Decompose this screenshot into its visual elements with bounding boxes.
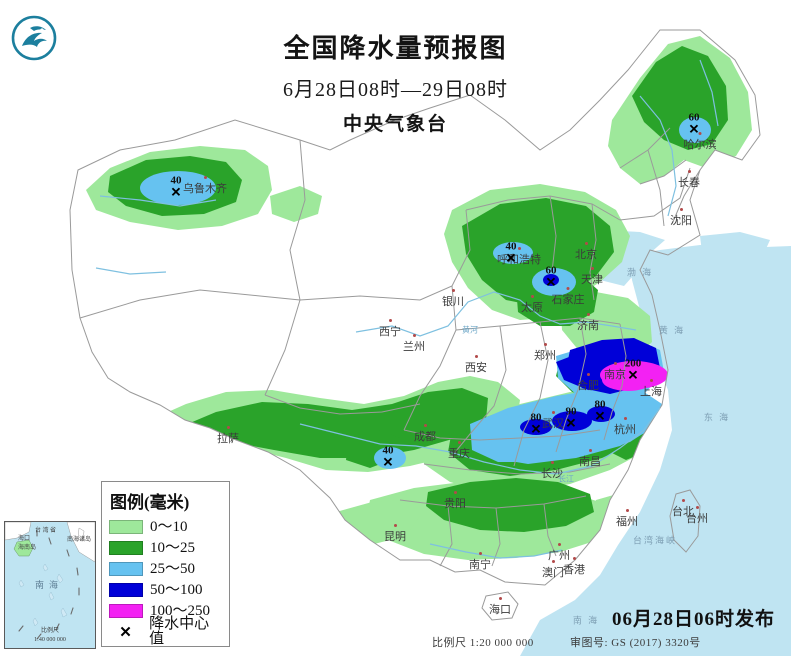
legend-row-0: 0～10 [109,517,222,537]
inset-label-nanhai: 南海 [35,580,64,590]
city-label: 武汉 [542,411,564,431]
legend-label-4: 100～250 [150,602,211,619]
legend-box: 图例(毫米) 0～10 10～25 25～50 50～100 100～250 ✕ 降水中… [101,481,230,647]
city-label: 台州 [686,506,708,526]
city-label: 沈阳 [670,208,692,228]
legend-row-4: 100～250 [109,601,222,621]
city-label: 福州 [616,509,638,529]
city-label: 澳门 [542,560,564,580]
legend-swatch-4 [109,604,143,618]
city-label: 西安 [465,355,487,375]
sea-label: 台湾海峡 [632,535,678,546]
legend-swatch-1 [109,541,143,555]
legend-title: 图例(毫米) [110,493,190,512]
city-label: 济南 [577,313,599,333]
sea-label: 黄 海 [658,325,686,336]
legend-label-3: 50～100 [150,581,203,598]
city-label: 呼和浩特 [497,247,541,267]
city-label: 上海 [640,379,662,399]
city-label: 拉萨 [217,426,239,446]
legend-label-2: 25～50 [150,560,196,577]
legend-row-center-marker: ✕ 降水中心值 [109,617,222,647]
inset-label-hainan: 海南岛 [18,545,37,551]
city-label: 昆明 [384,524,406,544]
city-label: 广州 [548,543,570,563]
sea-label: 东 海 [703,412,731,423]
city-label: 南京 [604,362,626,382]
inset-scale: 比例尺 1:40 000 000 [34,628,66,643]
legend-row-3: 50～100 [109,580,222,600]
city-label: 乌鲁木齐 [183,176,227,196]
city-label: 石家庄 [552,287,585,307]
river-label: 长江 [558,474,574,484]
legend-label-1: 10～25 [150,539,196,556]
city-label: 台北 [672,499,694,519]
inset-label-haikou: 海口 [18,536,31,542]
city-label: 郑州 [534,343,556,363]
city-label: 兰州 [403,334,425,354]
city-label: 银川 [442,289,464,309]
city-label: 长沙 [541,461,563,481]
sea-label: 渤 海 [626,267,654,278]
city-label: 重庆 [448,441,470,461]
inset-graphic [5,522,95,648]
map-scale: 比例尺 1:20 000 000 [432,637,534,649]
legend-swatch-2 [109,562,143,576]
river-label: 黄河 [462,325,478,335]
city-label: 成都 [414,424,436,444]
inset-label-nanhaizhudao: 南海诸岛 [67,537,92,543]
legend-rows: 0～10 10～25 25～50 50～100 100～250 [109,517,222,621]
legend-label-0: 0～10 [150,518,188,535]
issue-time: 06月28日06时发布 [611,609,775,630]
legend-swatch-0 [109,520,143,534]
city-label: 西宁 [379,319,401,339]
sea-label: 南 海 [572,615,600,626]
city-label: 南宁 [469,552,491,572]
city-label: 太原 [521,295,543,315]
legend-swatch-3 [109,583,143,597]
legend-row-2: 25～50 [109,559,222,579]
city-label: 香港 [563,557,585,577]
city-label: 哈尔滨 [684,132,717,152]
inset-label-taiwan: 台 湾 省 [35,528,57,534]
city-label: 北京 [575,242,597,262]
city-label: 合肥 [577,373,599,393]
legend-row-1: 10～25 [109,538,222,558]
city-label: 长春 [678,170,700,190]
precip-center-icon: ✕ [119,624,132,641]
city-label: 南昌 [579,449,601,469]
city-label: 贵阳 [444,491,466,511]
city-label: 海口 [489,597,511,617]
cma-dragon-logo [11,15,57,61]
city-label: 杭州 [614,417,636,437]
city-label: 天津 [581,267,603,287]
map-approval-number: 审图号: GS (2017) 3320号 [570,637,701,649]
legend-label-center: 降水中心值 [149,616,210,647]
south-china-sea-inset: 台 湾 省 海口 海南岛 南海诸岛 南海 比例尺 1:40 000 000 [4,521,96,649]
